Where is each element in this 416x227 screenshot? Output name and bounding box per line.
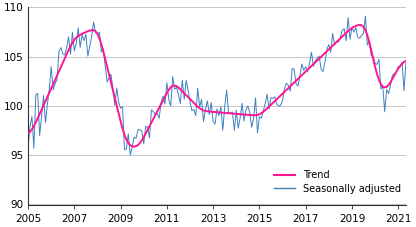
Legend: Trend, Seasonally adjusted: Trend, Seasonally adjusted (274, 170, 401, 194)
